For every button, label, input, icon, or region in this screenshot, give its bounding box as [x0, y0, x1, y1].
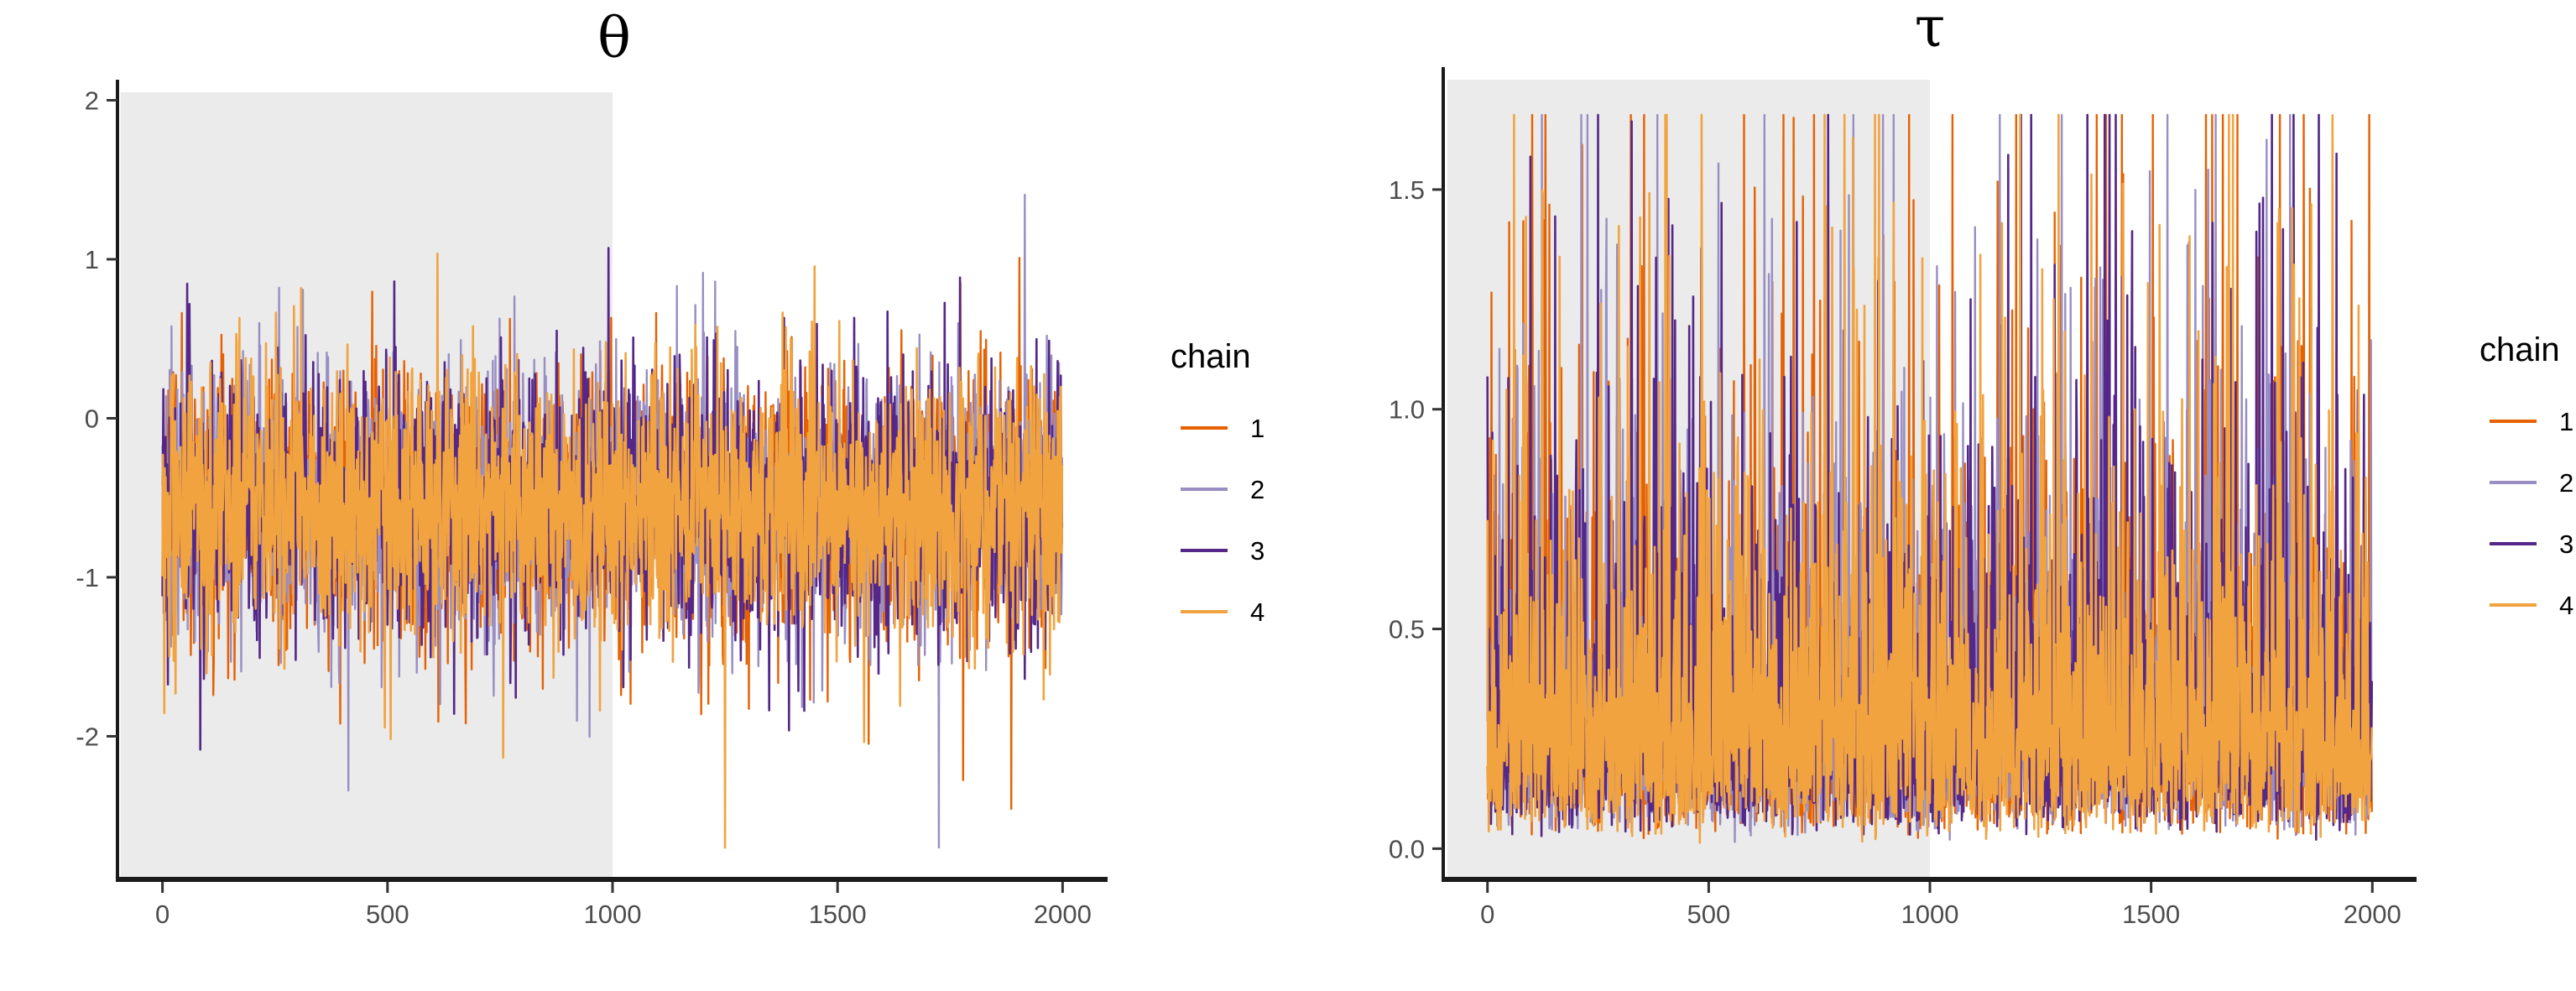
legend-label-chain-1: 1 — [1250, 414, 1265, 443]
theta-legend-items: 1 2 3 4 — [1181, 414, 1265, 627]
legend-label-chain-2: 2 — [1250, 475, 1265, 504]
theta-legend-title: chain — [1171, 338, 1251, 375]
x-tick-label: 2000 — [2344, 900, 2401, 929]
legend-label-chain-3: 3 — [1250, 536, 1265, 566]
tau-legend-items: 1 2 3 4 — [2490, 407, 2573, 620]
y-tick-label: 1.5 — [1389, 175, 1425, 205]
y-tick-label: -1 — [76, 563, 99, 592]
x-tick-label: 2000 — [1034, 900, 1092, 929]
theta-axes — [116, 80, 1108, 882]
theta-trace-panel: 0 500 1000 1500 2000 2 1 0 -1 -2 θ chain 1 2 3 4 — [76, 6, 1265, 929]
tau-x-ticks: 0 500 1000 1500 2000 — [1480, 882, 2401, 929]
theta-x-ticks: 0 500 1000 1500 2000 — [155, 882, 1092, 929]
x-tick-label: 0 — [1480, 900, 1494, 929]
x-tick-label: 1000 — [1901, 900, 1959, 929]
tau-trace-panel: 0 500 1000 1500 2000 1.5 1.0 0.5 0.0 τ chain 1 2… — [1389, 0, 2573, 929]
x-tick-label: 500 — [366, 900, 409, 929]
legend-label-chain-1: 1 — [2559, 407, 2573, 436]
legend-label-chain-3: 3 — [2559, 529, 2573, 559]
legend-label-chain-4: 4 — [1250, 597, 1265, 627]
legend-label-chain-4: 4 — [2559, 591, 2573, 620]
theta-legend: chain 1 2 3 4 — [1171, 338, 1265, 627]
x-tick-label: 1000 — [584, 900, 642, 929]
x-tick-label: 0 — [155, 900, 169, 929]
tau-y-ticks: 1.5 1.0 0.5 0.0 — [1389, 175, 1443, 863]
tau-series-lines — [1486, 113, 2373, 844]
y-tick-label: 2 — [85, 86, 99, 115]
chain-4-trace-line — [1486, 113, 2373, 844]
y-tick-label: 1 — [85, 245, 99, 274]
legend-label-chain-2: 2 — [2559, 468, 2573, 498]
theta-series-lines — [161, 193, 1064, 849]
y-tick-label: 0 — [85, 404, 99, 433]
theta-y-ticks: 2 1 0 -1 -2 — [76, 86, 117, 751]
chain-4-trace-line — [161, 252, 1064, 849]
tau-legend-title: chain — [2480, 331, 2560, 368]
tau-axes — [1442, 67, 2417, 882]
x-tick-label: 1500 — [809, 900, 867, 929]
tau-legend: chain 1 2 3 4 — [2480, 331, 2573, 620]
y-tick-label: 0.0 — [1389, 834, 1425, 863]
y-tick-label: -2 — [76, 722, 99, 751]
x-tick-label: 1500 — [2122, 900, 2180, 929]
y-tick-label: 0.5 — [1389, 615, 1425, 644]
y-tick-label: 1.0 — [1389, 395, 1425, 425]
tau-panel-title: τ — [1915, 0, 1946, 60]
theta-panel-title: θ — [597, 6, 631, 70]
x-tick-label: 500 — [1687, 900, 1730, 929]
